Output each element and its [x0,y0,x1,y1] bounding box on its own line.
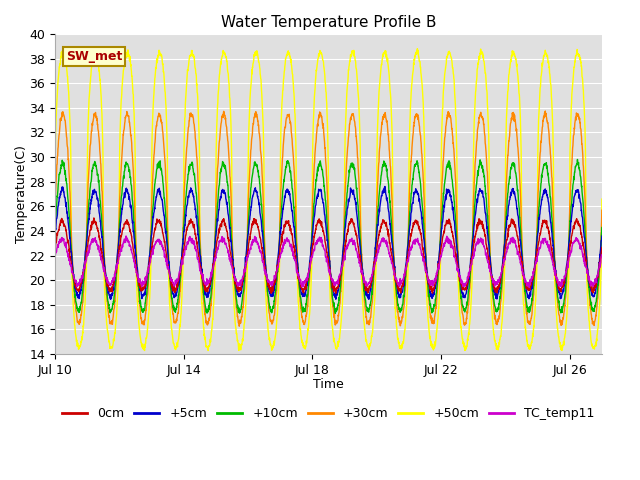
+5cm [381,183,388,189]
0cm [365,285,373,290]
0cm [358,270,366,276]
Y-axis label: Temperature(C): Temperature(C) [15,145,28,243]
Legend: 0cm, +5cm, +10cm, +30cm, +50cm, TC_temp11: 0cm, +5cm, +10cm, +30cm, +50cm, TC_temp1… [58,402,600,425]
+30cm [365,321,372,326]
+5cm [358,265,366,271]
+30cm [358,261,366,267]
TC_temp11 [598,252,605,258]
TC_temp11 [122,233,130,239]
+5cm [261,262,269,267]
+10cm [573,156,581,162]
+10cm [598,225,605,230]
+30cm [51,207,59,213]
+50cm [233,335,241,341]
+30cm [541,108,549,114]
TC_temp11 [365,281,372,287]
+10cm [493,308,501,313]
+10cm [358,265,366,271]
+5cm [233,288,241,294]
TC_temp11 [493,281,501,287]
+30cm [598,207,605,213]
+50cm [261,278,269,284]
+50cm [598,196,605,202]
TC_temp11 [261,272,269,277]
+5cm [51,229,59,235]
+10cm [261,258,269,264]
+50cm [204,348,212,353]
+10cm [233,300,241,306]
Text: SW_met: SW_met [66,50,122,63]
+10cm [332,311,339,316]
TC_temp11 [233,281,241,287]
+5cm [107,297,115,302]
+10cm [365,309,372,315]
Line: TC_temp11: TC_temp11 [55,236,602,288]
0cm [90,215,98,221]
+5cm [520,268,527,274]
Line: 0cm: 0cm [55,218,602,293]
+5cm [598,233,605,239]
+50cm [365,345,372,350]
+50cm [358,288,366,293]
+30cm [520,266,527,272]
0cm [261,266,269,272]
+5cm [365,296,372,302]
+5cm [494,291,502,297]
Line: +30cm: +30cm [55,111,602,326]
TC_temp11 [520,270,527,276]
+10cm [520,271,527,276]
Line: +5cm: +5cm [55,186,602,300]
+50cm [494,345,502,351]
0cm [520,272,527,277]
Title: Water Temperature Profile B: Water Temperature Profile B [221,15,436,30]
+30cm [233,307,241,312]
0cm [494,287,502,292]
+50cm [51,195,59,201]
0cm [598,245,605,251]
+50cm [520,302,527,308]
+10cm [51,226,59,232]
TC_temp11 [525,285,533,290]
Line: +50cm: +50cm [55,49,602,350]
+50cm [413,46,421,52]
+30cm [493,316,501,322]
0cm [233,285,241,291]
0cm [332,290,340,296]
TC_temp11 [358,268,366,274]
TC_temp11 [51,252,59,257]
+30cm [236,324,243,329]
0cm [51,245,59,251]
Line: +10cm: +10cm [55,159,602,313]
+30cm [261,255,269,261]
X-axis label: Time: Time [313,378,344,391]
